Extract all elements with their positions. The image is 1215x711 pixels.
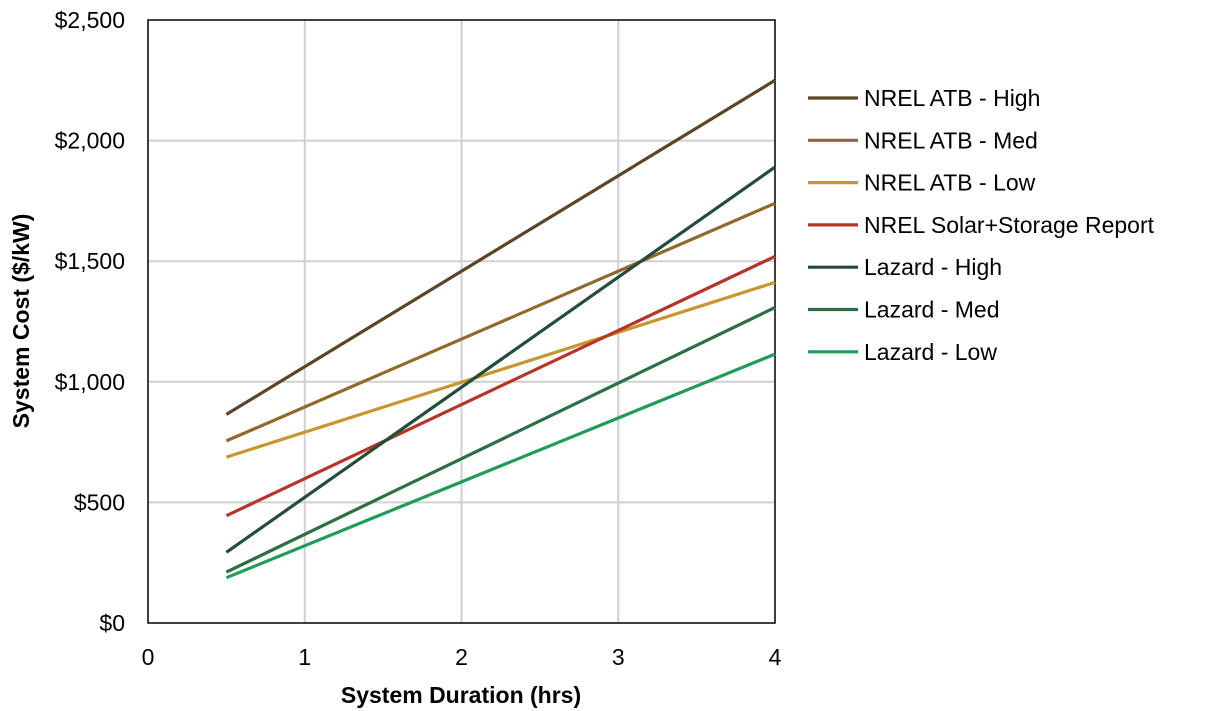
legend-label: NREL ATB - Low	[864, 170, 1036, 196]
plot-area-border	[147, 19, 776, 624]
x-tick-label: 3	[612, 644, 625, 670]
grid-layer	[148, 20, 775, 623]
legend-item: NREL Solar+Storage Report	[808, 212, 1155, 238]
legend-label: Lazard - Low	[864, 339, 997, 365]
y-axis-title: System Cost ($/kW)	[8, 214, 34, 429]
legend-label: NREL Solar+Storage Report	[864, 212, 1155, 238]
y-tick-label: $1,500	[55, 248, 125, 274]
y-tick-label: $2,500	[55, 7, 125, 33]
legend-label: NREL ATB - Med	[864, 127, 1038, 153]
legend-item: Lazard - Med	[808, 297, 1000, 323]
legend-label: Lazard - High	[864, 254, 1002, 280]
x-tick-label: 0	[142, 644, 155, 670]
legend-item: NREL ATB - Med	[808, 127, 1038, 153]
y-axis-ticks: $0 $500 $1,000 $1,500 $2,000 $2,500	[55, 7, 125, 636]
x-axis-title: System Duration (hrs)	[341, 682, 581, 708]
x-tick-label: 4	[769, 644, 782, 670]
series-line	[225, 280, 776, 459]
series-line	[225, 165, 776, 554]
series-line	[225, 201, 776, 443]
y-tick-label: $0	[99, 610, 125, 636]
y-tick-label: $2,000	[55, 128, 125, 154]
legend-label: Lazard - Med	[864, 297, 1000, 323]
y-tick-label: $1,000	[55, 369, 125, 395]
legend-item: NREL ATB - High	[808, 85, 1040, 111]
x-tick-label: 1	[298, 644, 311, 670]
series-line	[225, 306, 776, 574]
legend: NREL ATB - High NREL ATB - Med NREL ATB - …	[808, 85, 1155, 365]
legend-item: NREL ATB - Low	[808, 170, 1036, 196]
series-layer	[225, 78, 776, 580]
series-line	[225, 254, 776, 518]
y-tick-label: $500	[74, 489, 125, 515]
series-line	[225, 78, 776, 416]
series-line	[225, 352, 776, 580]
legend-item: Lazard - Low	[808, 339, 997, 365]
x-axis-ticks: 0 1 2 3 4	[142, 644, 782, 670]
legend-label: NREL ATB - High	[864, 85, 1040, 111]
legend-item: Lazard - High	[808, 254, 1002, 280]
x-tick-label: 2	[455, 644, 468, 670]
